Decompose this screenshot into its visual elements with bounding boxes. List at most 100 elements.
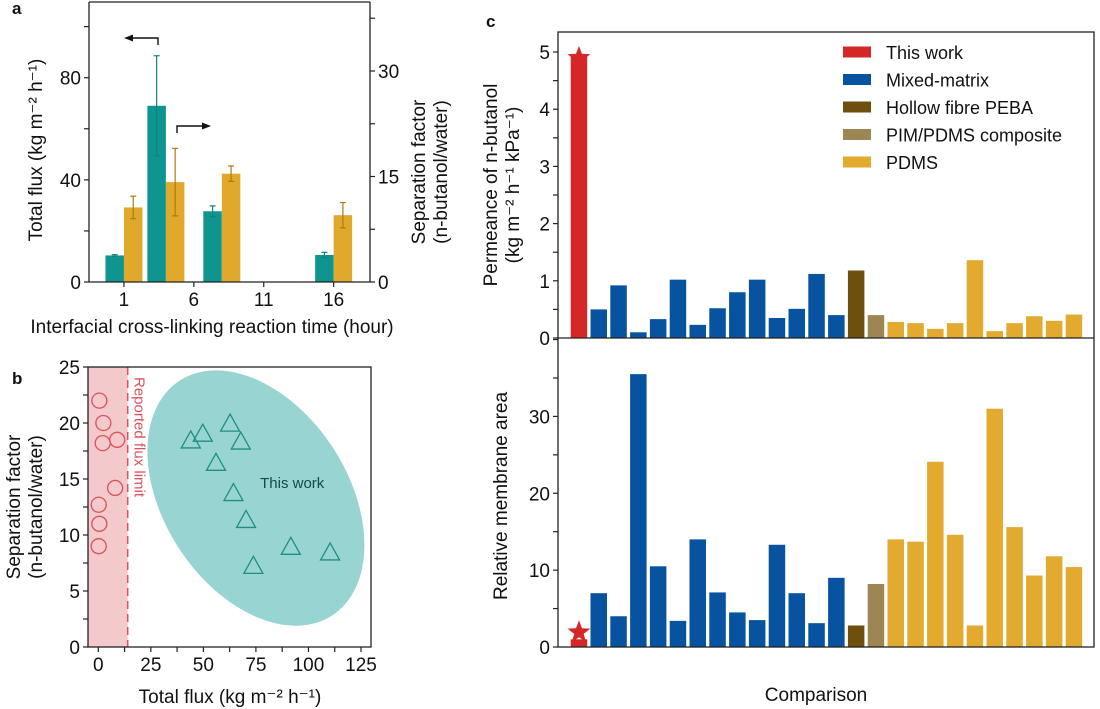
c-xlabel: Comparison [765, 685, 867, 706]
a-y2label-2: (n-butanol/water) [431, 100, 452, 244]
a-ytick-label: 80 [60, 69, 81, 90]
a-bar-flux [105, 255, 124, 282]
b-ylabel-1: Separation factor [4, 434, 25, 579]
b-ytick-label: 20 [59, 414, 80, 435]
c-plot: 0 1 2 3 4 5 0 10 20 30 [529, 31, 1095, 659]
c-top-ylabel-1: Permeance of n-butanol [481, 84, 502, 287]
reported-point [91, 515, 108, 532]
a-ytick-label: 40 [60, 171, 81, 192]
legend-label: PDMS [886, 153, 938, 173]
legend-swatch [843, 129, 871, 140]
a-bar-sepfactor [123, 207, 143, 282]
reported-point [109, 431, 126, 448]
reported-flux-limit-label: Reported flux limit [131, 377, 148, 498]
c-permeance-bar [729, 292, 746, 338]
c-ytick-label: 20 [529, 484, 550, 505]
this-work-region [147, 370, 365, 626]
legend-label: Mixed-matrix [886, 71, 989, 91]
left-arrow-icon [124, 34, 159, 45]
this-work-point [230, 430, 252, 450]
c-permeance-bar [966, 260, 984, 338]
c-permeance-bar [808, 273, 825, 338]
b-ylabel-2: (n-butanol/water) [26, 435, 47, 579]
c-permeance-bar [689, 324, 706, 338]
reported-point [106, 479, 124, 497]
this-work-point [205, 451, 227, 471]
b-xtick-label: 100 [293, 655, 325, 676]
b-ytick-label: 10 [59, 526, 80, 547]
b-xtick-label: 125 [345, 655, 377, 676]
c-area-bar [630, 374, 647, 647]
b-xtick-label: 75 [245, 655, 266, 676]
a-xtick-label: 11 [254, 290, 274, 311]
c-area-bar [966, 625, 984, 647]
this-work-point [192, 422, 214, 442]
b-xtick-label: 25 [140, 655, 161, 676]
star-icon [567, 45, 591, 68]
b-ytick-label: 15 [59, 470, 80, 491]
c-ytick-label: 1 [539, 272, 550, 293]
c-area-bar [709, 592, 726, 647]
c-area-bar [748, 620, 766, 647]
c-permeance-bar [1026, 316, 1043, 338]
legend-swatch [843, 74, 871, 85]
b-plot: Reported flux limit This work 0 5 10 15 20 25 0 2… [59, 358, 377, 676]
c-permeance-bar [709, 308, 726, 338]
c-permeance-bar [610, 285, 627, 338]
c-ytick-label: 3 [539, 157, 550, 178]
panel-c: c 0 1 2 3 4 5 0 10 20 30 This work Mixed-matrix Hol… [481, 12, 1095, 706]
legend-label: This work [886, 43, 964, 63]
c-permeance-bar [590, 309, 607, 338]
c-permeance-bar [887, 321, 904, 338]
this-work-label: This work [260, 475, 325, 492]
c-ytick-label: 5 [539, 43, 550, 64]
this-work-point [180, 429, 202, 449]
a-xtick-label: 1 [119, 290, 130, 311]
c-area-bar [610, 616, 627, 647]
panel-label-a: a [12, 0, 22, 18]
c-area-bar [808, 623, 825, 647]
this-work-point [235, 509, 257, 529]
c-area-bar [689, 539, 706, 647]
c-area-bar [788, 593, 805, 647]
this-work-point [280, 535, 302, 555]
c-area-bar [828, 577, 845, 647]
b-xtick-label: 0 [93, 655, 104, 676]
c-permeance-bar [570, 54, 588, 338]
c-permeance-bar [768, 317, 786, 338]
c-permeance-bar [847, 270, 865, 338]
reported-point [90, 538, 107, 555]
c-top-ylabel-2: (kg m⁻² h⁻¹ kPa⁻¹) [503, 107, 524, 264]
c-permeance-bar [1045, 320, 1063, 338]
a-bars [105, 55, 353, 282]
c-area-bar [887, 539, 904, 647]
right-arrow-icon [176, 122, 211, 133]
c-permeance-bar [927, 328, 944, 338]
legend-swatch [843, 156, 871, 168]
b-ytick-label: 25 [59, 358, 80, 379]
c-area-bar [1026, 575, 1043, 647]
c-permeance-bar [1065, 314, 1083, 338]
legend-swatch [843, 101, 871, 113]
c-permeance-bar [1006, 323, 1023, 338]
c-permeance-bar [828, 315, 845, 338]
c-permeance-bar [986, 331, 1003, 338]
a-bar-flux [203, 211, 222, 282]
a-bar-flux [147, 105, 166, 282]
c-ytick-label: 0 [539, 329, 550, 350]
a-ylabel: Total flux (kg m⁻² h⁻¹) [26, 59, 47, 242]
b-ytick-label: 0 [69, 638, 80, 659]
c-permeance-bar [907, 323, 924, 338]
legend-label: Hollow fibre PEBA [886, 98, 1033, 118]
panel-label-b: b [12, 369, 22, 388]
c-permeance-bar [788, 308, 805, 338]
c-axes-frame [557, 31, 1095, 648]
c-area-bar [927, 461, 944, 647]
a-bar-sepfactor [221, 173, 241, 282]
c-permeance-bar [649, 319, 667, 338]
c-area-bar [1045, 556, 1063, 647]
c-ytick-label: 0 [539, 638, 550, 659]
c-ytick-label: 2 [539, 215, 550, 236]
